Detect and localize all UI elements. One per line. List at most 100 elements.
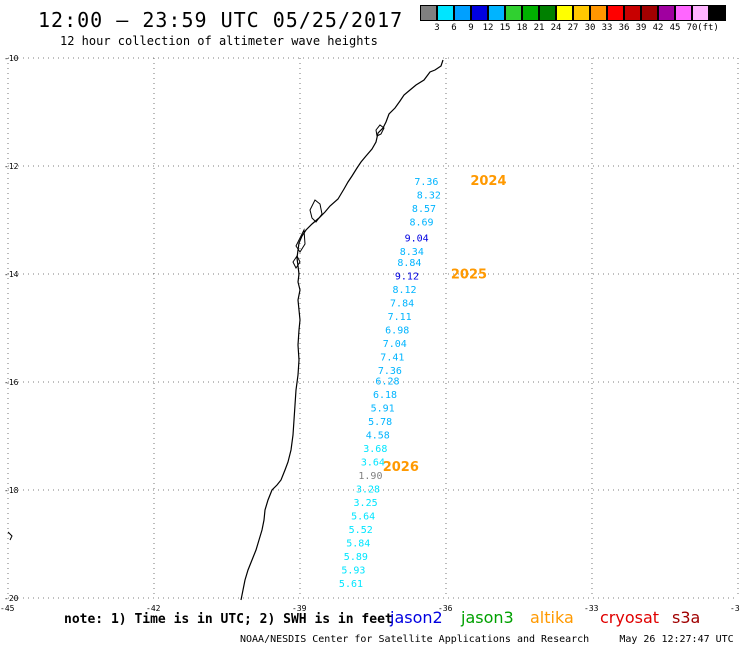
legend-swatch	[607, 5, 624, 21]
legend-label: 45	[669, 23, 681, 33]
wave-height-value: 7.84	[390, 298, 414, 309]
wave-height-value: 8.32	[417, 190, 441, 201]
track-number-label: 2025	[451, 267, 487, 282]
wave-height-value: 6.28	[375, 377, 399, 388]
legend-swatch	[488, 5, 505, 21]
legend-label: 27	[567, 23, 579, 33]
coastline	[240, 59, 444, 601]
legend-swatch	[641, 5, 658, 21]
wave-height-value: 5.93	[341, 566, 365, 577]
bay-inlet-south	[292, 255, 301, 269]
bay-inlet-north	[375, 124, 385, 137]
legend-label: 70	[686, 23, 698, 33]
lon-tick-label: -42	[146, 604, 161, 613]
legend-label: 33	[601, 23, 613, 33]
wave-height-value: 5.89	[344, 552, 368, 563]
wave-height-value: 7.41	[380, 352, 404, 363]
lon-tick-label: -36	[438, 604, 453, 613]
wave-height-value: 5.52	[349, 525, 373, 536]
wave-height-value: 6.18	[373, 390, 397, 401]
wave-height-value: 6.98	[385, 325, 409, 336]
credit-text: NOAA/NESDIS Center for Satellite Applica…	[240, 634, 590, 645]
lon-tick-label: -30	[730, 604, 740, 613]
legend-label: 9	[468, 23, 474, 33]
legend-swatch	[522, 5, 539, 21]
legend-swatch	[437, 5, 454, 21]
legend-label: 21	[533, 23, 545, 33]
legend-label: 42	[652, 23, 664, 33]
wave-height-value: 8.12	[392, 285, 416, 296]
map-title: 12:00 – 23:59 UTC 05/25/2017	[38, 8, 404, 32]
lat-tick-label: -16	[4, 378, 19, 387]
track-labels: 2024 2025 2026	[383, 174, 507, 475]
timestamp-text: May 26 12:27:47 UTC 2017	[619, 634, 740, 645]
legend-swatch	[505, 5, 522, 21]
map-subtitle: 12 hour collection of altimeter wave hei…	[60, 34, 378, 48]
wave-height-value: 3.28	[356, 485, 380, 496]
legend-label: 3	[434, 23, 440, 33]
lat-tick-label: -18	[4, 486, 19, 495]
wave-height-value: 8.69	[410, 217, 434, 228]
satellite-name: altika	[530, 608, 574, 627]
footer-note: note: 1) Time is in UTC; 2) SWH is in fe…	[64, 612, 393, 627]
lat-tick-label: -12	[4, 162, 19, 171]
legend-label: 12	[482, 23, 494, 33]
legend-swatch	[556, 5, 573, 21]
wave-height-value: 8.84	[397, 258, 421, 269]
axis-ticks: -10 -12 -14 -16 -18 -20-45 -42 -39 -36 -33 -30	[0, 54, 740, 613]
legend-label: 30	[584, 23, 596, 33]
legend-label: 15	[499, 23, 511, 33]
lon-tick-label: -33	[584, 604, 599, 613]
legend-swatch	[539, 5, 556, 21]
lat-tick-label: -10	[4, 54, 19, 63]
wave-height-value: 3.25	[354, 498, 378, 509]
legend-label: 39	[635, 23, 647, 33]
legend-swatch	[420, 5, 437, 21]
wave-height-value: 5.91	[371, 404, 395, 415]
legend-label: 6	[451, 23, 457, 33]
wave-height-value: 5.64	[351, 512, 375, 523]
track-number-label: 2024	[470, 174, 506, 189]
wave-height-value: 3.68	[363, 444, 387, 455]
satellite-name: jason3	[461, 608, 514, 627]
wave-height-value: 8.34	[400, 247, 424, 258]
track-number-label: 2026	[383, 460, 419, 475]
wave-height-value: 5.78	[368, 417, 392, 428]
wave-height-value: 9.04	[405, 234, 429, 245]
legend-swatch	[624, 5, 641, 21]
lon-tick-label: -45	[0, 604, 15, 613]
lat-tick-label: -14	[4, 270, 19, 279]
satellite-name: jason2	[390, 608, 443, 627]
footer-credit: NOAA/NESDIS Center for Satellite Applica…	[240, 634, 740, 645]
wave-height-value: 1.90	[358, 471, 382, 482]
lon-tick-label: -39	[292, 604, 307, 613]
legend-swatch	[675, 5, 692, 21]
wave-height-value: 7.36	[378, 366, 402, 377]
legend-swatch	[709, 5, 726, 21]
legend-swatch	[590, 5, 607, 21]
wave-height-value: 5.61	[339, 579, 363, 590]
wave-height-value: 9.12	[395, 271, 419, 282]
wave-height-value: 4.58	[366, 431, 390, 442]
bay-inlet-middle	[295, 199, 323, 253]
legend-swatch	[692, 5, 709, 21]
wave-height-value: 3.64	[361, 458, 385, 469]
legend-label: 36	[618, 23, 630, 33]
legend-unit: (ft)	[697, 23, 719, 33]
wave-height-value: 8.57	[412, 204, 436, 215]
island-marker	[7, 531, 13, 541]
legend-label: 18	[516, 23, 528, 33]
wave-height-value: 7.36	[414, 177, 438, 188]
wave-height-value: 5.84	[346, 539, 370, 550]
legend-swatch	[454, 5, 471, 21]
legend-label: 24	[550, 23, 562, 33]
legend-swatch	[658, 5, 675, 21]
wave-observations: 7.36 8.32 8.57 8.69 9.04 8.348.84 9.12 8.12 7.84…	[339, 177, 441, 590]
satellite-name: cryosat	[600, 608, 660, 627]
wave-height-value: 7.11	[388, 312, 412, 323]
wave-height-value: 7.04	[383, 339, 407, 350]
legend-swatch	[471, 5, 488, 21]
satellite-name: s3a	[672, 608, 701, 627]
lat-tick-label: -20	[4, 594, 19, 603]
